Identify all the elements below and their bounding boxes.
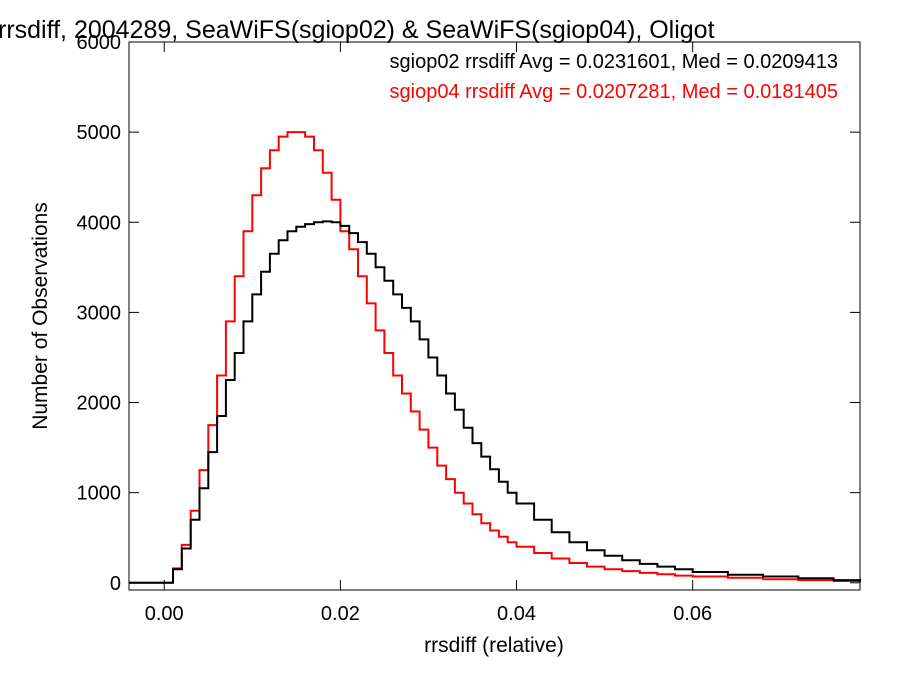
x-axis: 0.00 0.02 0.04 0.06 <box>145 42 712 625</box>
x-tick-label: 0.04 <box>497 603 536 625</box>
x-tick-label: 0.00 <box>145 603 184 625</box>
y-axis: 0 1000 2000 3000 4000 5000 6000 <box>77 32 860 595</box>
chart-title: rrsdiff, 2004289, SeaWiFS(sgiop02) & Sea… <box>0 16 715 44</box>
y-tick-label: 1000 <box>77 483 122 505</box>
y-tick-label: 2000 <box>77 393 122 415</box>
y-tick-label: 6000 <box>77 32 122 54</box>
legend-entry-sgiop02: sgiop02 rrsdiff Avg = 0.0231601, Med = 0… <box>390 51 839 73</box>
plot-frame <box>128 41 861 591</box>
y-tick-label: 4000 <box>77 212 122 234</box>
y-axis-label: Number of Observations <box>29 202 52 430</box>
x-axis-label: rrsdiff (relative) <box>424 634 564 657</box>
y-tick-label: 5000 <box>77 122 122 144</box>
x-tick-label: 0.02 <box>321 603 360 625</box>
x-tick-label: 0.06 <box>673 603 712 625</box>
plot-area <box>129 131 861 584</box>
y-tick-label: 3000 <box>77 302 122 324</box>
legend-entry-sgiop04: sgiop04 rrsdiff Avg = 0.0207281, Med = 0… <box>390 81 839 103</box>
series-line-sgiop04 <box>129 131 861 584</box>
y-tick-label: 0 <box>110 573 121 595</box>
series-line-sgiop02 <box>129 220 861 584</box>
